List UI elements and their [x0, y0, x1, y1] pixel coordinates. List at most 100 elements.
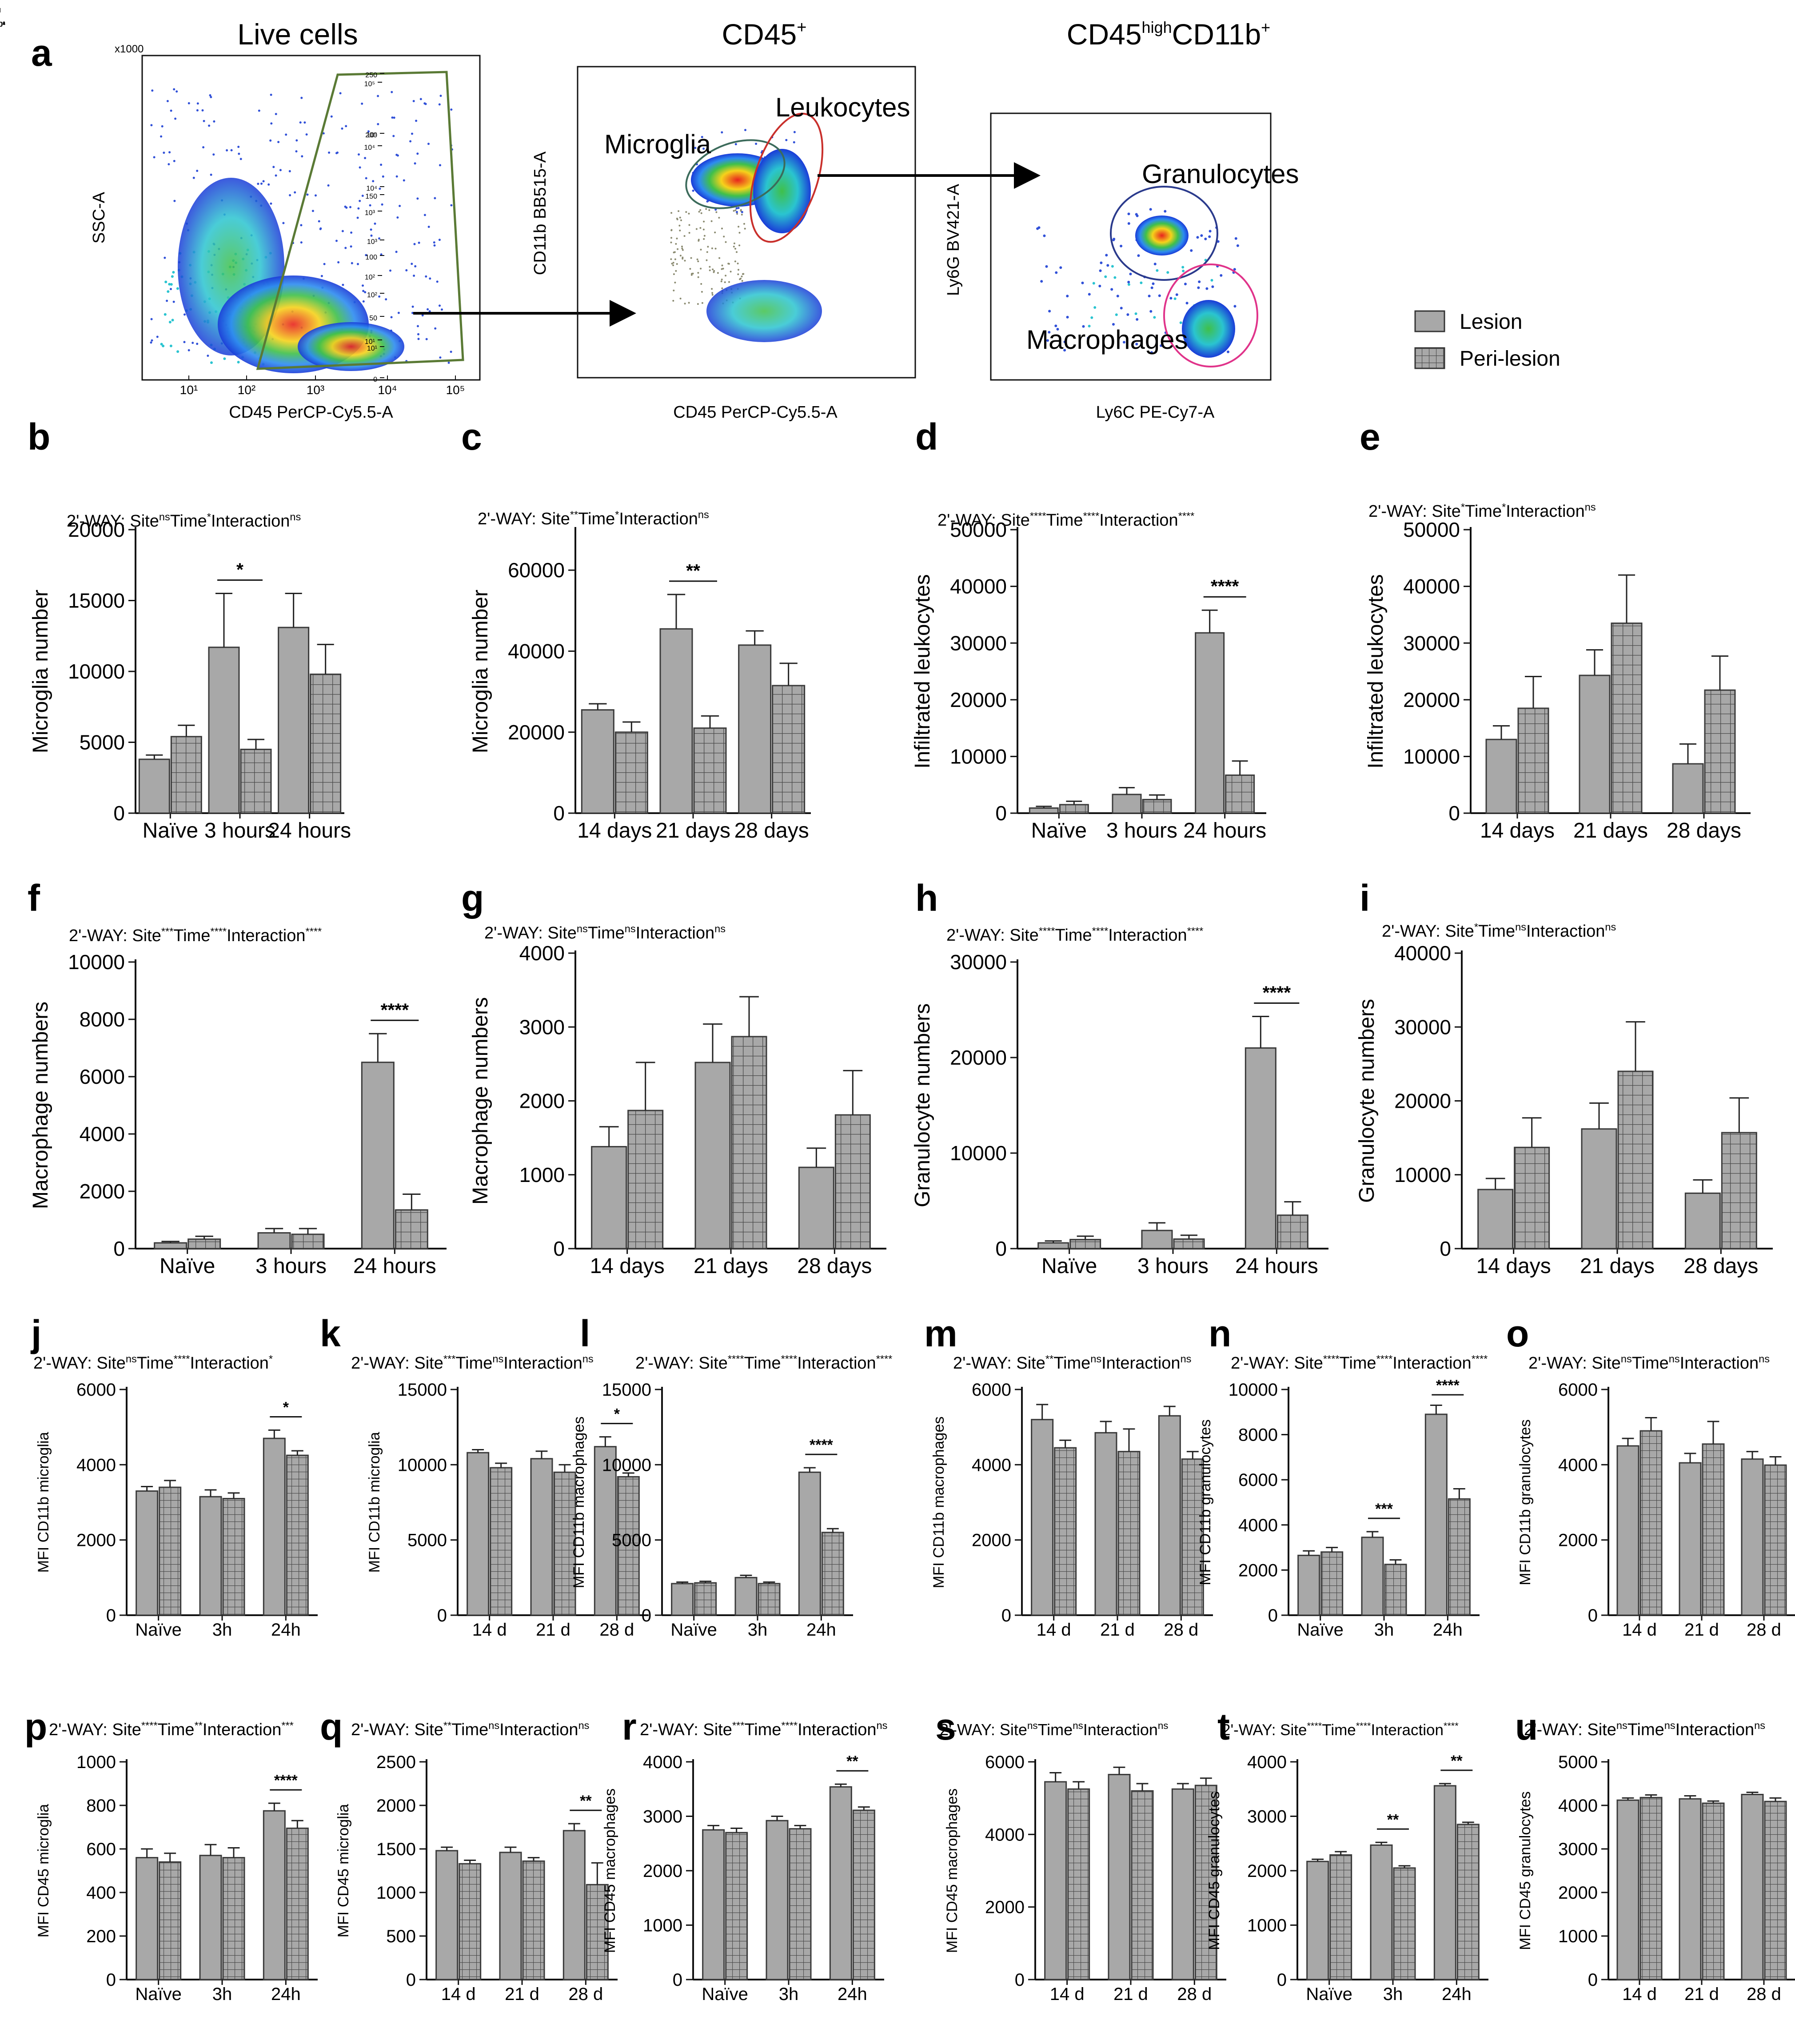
- panel-letter-t: t: [1217, 1706, 1230, 1748]
- x-tick-label: 10³: [0, 21, 5, 28]
- chart-title: 2'-WAY: Site**TimensInteractionns: [351, 1720, 589, 1739]
- flow-plot-1-x-label: CD45 PerCP-Cy5.5-A: [229, 403, 393, 422]
- x-category-label: 21 days: [656, 819, 730, 842]
- event-dot: [717, 272, 719, 274]
- y-tick-label: 0: [1001, 1606, 1011, 1625]
- y-axis-label: Infiltrated leukocytes: [1364, 574, 1388, 769]
- title-superscript: ns: [1090, 1353, 1101, 1365]
- chart-panel-m: m2'-WAY: Site**TimensInteractionns020004…: [924, 1313, 1213, 1640]
- event-dot: [720, 280, 722, 283]
- y-tick-label: 0: [1448, 802, 1460, 825]
- bar-peri-lesion: [758, 1583, 781, 1616]
- leukocyte-cluster: [753, 149, 811, 233]
- event-dot: [1158, 294, 1161, 297]
- event-dot: [396, 216, 399, 219]
- event-dot: [743, 223, 745, 225]
- microglia-gate: [685, 139, 786, 209]
- title-segment: 2'-WAY: Site: [937, 511, 1030, 530]
- event-dot: [678, 210, 680, 212]
- event-dot: [365, 254, 367, 256]
- significance-label: ****: [381, 999, 409, 1020]
- title-segment: Interaction: [1675, 1721, 1754, 1739]
- event-dot: [183, 313, 186, 316]
- legend-swatch-peri-lesion: [1414, 347, 1445, 369]
- event-dot: [793, 141, 795, 144]
- event-dot: [173, 200, 176, 202]
- x-category-label: 14 days: [590, 1254, 665, 1278]
- event-dot: [237, 361, 240, 363]
- y-axis-label: MFI CD11b macrophages: [570, 1417, 587, 1589]
- event-dot: [168, 163, 170, 166]
- x-tick-label: 10⁵: [0, 21, 5, 28]
- y-tick-label: 0: [1588, 1606, 1598, 1625]
- bar-lesion: [1195, 632, 1225, 814]
- event-dot: [171, 319, 174, 322]
- event-dot: [412, 100, 415, 102]
- y-tick-label: 20000: [508, 721, 565, 744]
- x-category-label: 24h: [838, 1984, 867, 2004]
- title-superscript: ns: [1515, 921, 1526, 933]
- title-segment: 2'-WAY: Site: [33, 1354, 126, 1373]
- x-tick-label: 10³: [0, 21, 5, 28]
- bar-lesion: [1031, 1419, 1054, 1616]
- event-dot: [345, 125, 347, 128]
- bar-peri-lesion: [1131, 1790, 1154, 1980]
- bar-peri-lesion: [1639, 1430, 1663, 1616]
- x-category-label: 28 days: [797, 1254, 872, 1278]
- y-tick-label: 6000: [972, 1380, 1011, 1400]
- event-dot: [370, 228, 372, 231]
- x-category-label: 21 d: [1684, 1984, 1719, 2004]
- event-dot: [344, 205, 347, 208]
- panel-letter-g: g: [461, 877, 484, 919]
- event-dot: [676, 263, 678, 265]
- event-dot: [395, 175, 398, 178]
- bar-peri-lesion: [1225, 774, 1255, 814]
- panel-letter-n: n: [1209, 1313, 1231, 1354]
- bar-lesion: [1485, 739, 1517, 814]
- event-dot: [164, 280, 168, 283]
- chart-title: 2'-WAY: Site*TimensInteractionns: [1382, 921, 1616, 941]
- bar-lesion: [1616, 1445, 1639, 1616]
- panel-letter-m: m: [924, 1313, 957, 1354]
- event-dot: [277, 141, 280, 144]
- bar-peri-lesion: [731, 1036, 767, 1250]
- event-dot: [698, 211, 700, 213]
- event-dot: [715, 211, 718, 213]
- title-segment: 2'-WAY: Site: [351, 1721, 443, 1739]
- bar-lesion: [1579, 675, 1611, 814]
- y-tick-label: 150: [365, 193, 377, 200]
- bar-peri-lesion: [1384, 1564, 1407, 1616]
- event-dot: [361, 102, 363, 105]
- title-superscript: *: [269, 1353, 273, 1365]
- event-dot: [734, 260, 736, 263]
- event-dot: [671, 263, 673, 265]
- title-segment: Interaction: [1101, 1354, 1180, 1373]
- event-dot: [170, 288, 172, 290]
- bar-peri-lesion: [614, 731, 648, 814]
- event-dot: [1090, 316, 1093, 319]
- event-dot: [272, 166, 275, 168]
- event-dot: [1156, 269, 1159, 272]
- y-axis-label: Microglia number: [29, 590, 52, 753]
- event-dot: [168, 283, 171, 286]
- chart-panel-f: f2'-WAY: Site***Time****Interaction****0…: [28, 877, 447, 1278]
- y-tick-label: 2000: [80, 1180, 125, 1203]
- bar-peri-lesion: [222, 1857, 245, 1980]
- x-category-label: 24h: [1433, 1620, 1463, 1640]
- event-dot: [1181, 266, 1185, 269]
- event-dot: [226, 149, 228, 152]
- event-dot: [207, 355, 209, 357]
- event-dot: [670, 229, 673, 231]
- bar-peri-lesion: [291, 1234, 325, 1250]
- y-tick-label: 30000: [950, 950, 1007, 974]
- event-dot: [1136, 318, 1139, 321]
- title-segment: 2'-WAY: Site: [478, 510, 570, 528]
- event-dot: [697, 272, 699, 274]
- event-dot: [416, 197, 419, 200]
- event-dot: [351, 262, 353, 264]
- chart-panel-h: h2'-WAY: Site****Time****Interaction****…: [911, 877, 1328, 1278]
- event-dot: [712, 268, 714, 271]
- title-superscript: ns: [1621, 1353, 1632, 1365]
- panel-letter-a: a: [31, 32, 52, 74]
- event-dot: [305, 133, 308, 136]
